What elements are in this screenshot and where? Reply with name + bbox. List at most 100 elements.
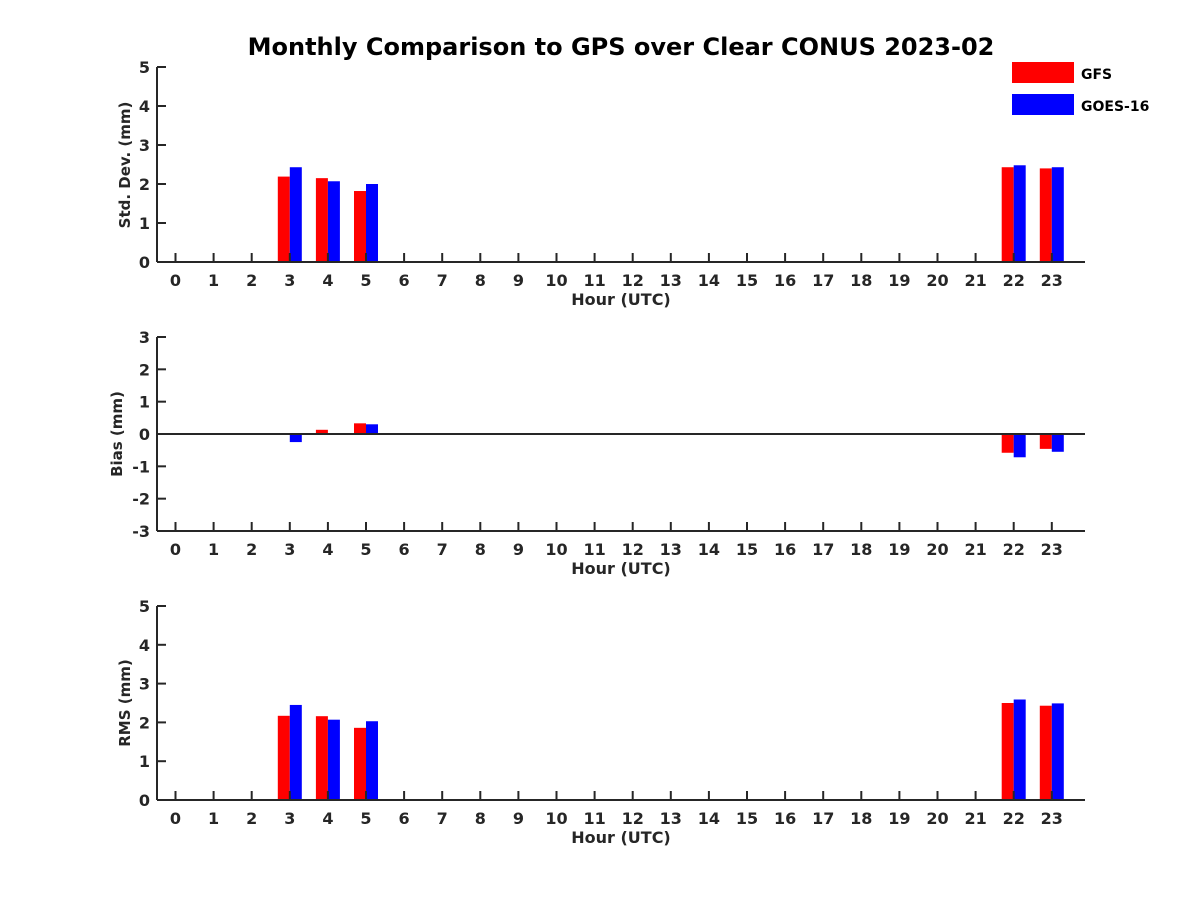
x-tick-label: 9: [513, 809, 524, 828]
y-tick-label: 0: [139, 253, 150, 272]
x-tick-label: 20: [926, 271, 948, 290]
y-tick-label: 3: [139, 136, 150, 155]
x-tick-label: 5: [360, 809, 371, 828]
bar-bias-gfs-hour-5: [354, 423, 366, 434]
x-tick-label: 4: [322, 809, 333, 828]
x-tick-label: 19: [888, 540, 910, 559]
bar-bias-gfs-hour-22: [1001, 434, 1014, 453]
y-tick-label: 4: [139, 97, 150, 116]
x-tick-label: 0: [170, 540, 181, 559]
bar-bias-goes-16-hour-5: [366, 424, 378, 434]
y-tick-label: -1: [132, 457, 150, 476]
x-tick-label: 13: [660, 271, 682, 290]
bar-rms-gfs-hour-5: [354, 727, 366, 800]
x-tick-label: 0: [170, 809, 181, 828]
x-tick-label: 19: [888, 271, 910, 290]
x-tick-label: 8: [475, 271, 486, 290]
x-axis-label: Hour (UTC): [571, 559, 671, 578]
x-tick-label: 7: [437, 271, 448, 290]
x-tick-label: 5: [360, 271, 371, 290]
x-tick-label: 14: [698, 271, 720, 290]
x-tick-label: 18: [850, 540, 872, 559]
x-tick-label: 8: [475, 540, 486, 559]
x-tick-label: 1: [208, 540, 219, 559]
x-tick-label: 15: [736, 809, 758, 828]
x-tick-label: 19: [888, 809, 910, 828]
y-tick-label: 0: [139, 791, 150, 810]
y-tick-label: 1: [139, 752, 150, 771]
x-tick-label: 14: [698, 540, 720, 559]
y-tick-label: -3: [132, 522, 150, 541]
bar-bias-goes-16-hour-23: [1051, 434, 1064, 452]
x-tick-label: 12: [622, 271, 644, 290]
chart-title: Monthly Comparison to GPS over Clear CON…: [248, 33, 995, 61]
x-tick-label: 23: [1041, 540, 1063, 559]
x-tick-label: 15: [736, 271, 758, 290]
x-tick-label: 3: [284, 271, 295, 290]
x-tick-label: 1: [208, 809, 219, 828]
bar-rms-gfs-hour-4: [315, 716, 328, 800]
x-tick-label: 2: [246, 271, 257, 290]
y-tick-label: 2: [139, 175, 150, 194]
bar-stddev-gfs-hour-22: [1001, 167, 1014, 262]
bar-rms-gfs-hour-22: [1001, 703, 1014, 800]
x-tick-label: 13: [660, 809, 682, 828]
bar-rms-goes-16-hour-23: [1051, 703, 1064, 800]
bar-rms-goes-16-hour-3: [289, 704, 302, 800]
x-tick-label: 11: [583, 271, 605, 290]
y-tick-label: 0: [139, 425, 150, 444]
x-tick-label: 6: [399, 271, 410, 290]
y-tick-label: 3: [139, 675, 150, 694]
x-tick-label: 16: [774, 271, 796, 290]
x-tick-label: 6: [399, 540, 410, 559]
y-tick-label: 4: [139, 636, 150, 655]
x-tick-label: 14: [698, 809, 720, 828]
x-tick-label: 17: [812, 271, 834, 290]
x-tick-label: 18: [850, 809, 872, 828]
x-tick-label: 15: [736, 540, 758, 559]
x-tick-label: 11: [583, 809, 605, 828]
x-tick-label: 23: [1041, 271, 1063, 290]
x-tick-label: 22: [1003, 540, 1025, 559]
y-tick-label: -2: [132, 490, 150, 509]
bar-rms-goes-16-hour-4: [327, 719, 340, 800]
x-tick-label: 0: [170, 271, 181, 290]
y-axis-label: RMS (mm): [116, 659, 134, 746]
x-tick-label: 10: [545, 809, 567, 828]
x-tick-label: 22: [1003, 809, 1025, 828]
x-tick-label: 20: [926, 809, 948, 828]
x-tick-label: 9: [513, 271, 524, 290]
y-tick-label: 5: [139, 597, 150, 616]
x-tick-label: 12: [622, 809, 644, 828]
y-axis-label: Std. Dev. (mm): [116, 102, 134, 229]
x-tick-label: 16: [774, 540, 796, 559]
x-axis-label: Hour (UTC): [571, 828, 671, 847]
legend-swatch-goes16: [1012, 94, 1074, 115]
x-tick-label: 2: [246, 540, 257, 559]
bar-stddev-goes-16-hour-3: [289, 167, 302, 262]
x-tick-label: 7: [437, 540, 448, 559]
legend-label-gfs: GFS: [1081, 67, 1112, 83]
x-axis-label: Hour (UTC): [571, 290, 671, 309]
x-tick-label: 20: [926, 540, 948, 559]
bar-stddev-goes-16-hour-4: [327, 181, 340, 262]
bar-stddev-gfs-hour-4: [315, 178, 328, 262]
x-tick-label: 12: [622, 540, 644, 559]
y-tick-label: 1: [139, 214, 150, 233]
x-tick-label: 21: [964, 809, 986, 828]
x-tick-label: 18: [850, 271, 872, 290]
x-tick-label: 4: [322, 271, 333, 290]
y-tick-label: 1: [139, 393, 150, 412]
bar-bias-gfs-hour-23: [1039, 434, 1052, 449]
y-tick-label: 2: [139, 360, 150, 379]
x-tick-label: 10: [545, 271, 567, 290]
y-tick-label: 2: [139, 713, 150, 732]
x-tick-label: 11: [583, 540, 605, 559]
x-tick-label: 4: [322, 540, 333, 559]
x-tick-label: 2: [246, 809, 257, 828]
x-tick-label: 3: [284, 809, 295, 828]
legend-swatch-gfs: [1012, 62, 1074, 83]
bar-rms-gfs-hour-3: [277, 715, 290, 800]
bar-bias-goes-16-hour-3: [289, 434, 302, 443]
